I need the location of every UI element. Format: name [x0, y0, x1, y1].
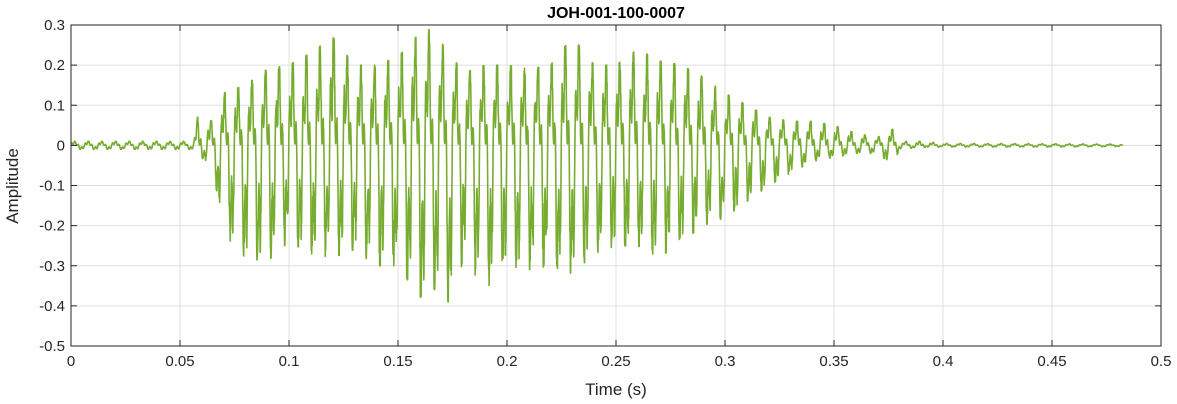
- y-axis-label: Amplitude: [3, 148, 22, 224]
- x-tick-label: 0.45: [1037, 353, 1066, 370]
- y-tick-label: 0.2: [44, 57, 65, 74]
- x-tick-label: 0.1: [279, 353, 300, 370]
- x-tick-label: 0.35: [819, 353, 848, 370]
- waveform-series: [70, 28, 1124, 303]
- x-tick-label: 0.5: [1151, 353, 1172, 370]
- x-tick-label: 0.25: [601, 353, 630, 370]
- y-tick-label: -0.1: [39, 178, 65, 195]
- x-axis-label: Time (s): [585, 380, 647, 399]
- y-tick-label: -0.4: [39, 298, 65, 315]
- y-axis-ticks: 0.3 0.2 0.1 0 -0.1 -0.2 -0.3 -0.4 -0.5: [39, 17, 1161, 355]
- chart-title: JOH-001-100-0007: [547, 5, 685, 22]
- x-tick-label: 0.4: [933, 353, 954, 370]
- y-tick-label: -0.2: [39, 218, 65, 235]
- x-tick-label: 0: [67, 353, 75, 370]
- y-tick-label: 0: [57, 137, 65, 154]
- waveform-line: [70, 28, 1124, 303]
- y-tick-label: -0.3: [39, 258, 65, 275]
- x-tick-label: 0.05: [165, 353, 194, 370]
- x-axis-ticks: 0 0.05 0.1 0.15 0.2 0.25 0.3 0.35 0.4 0.45 0.5: [67, 25, 1172, 370]
- y-tick-label: -0.5: [39, 338, 65, 355]
- y-tick-label: 0.1: [44, 97, 65, 114]
- x-tick-label: 0.3: [715, 353, 736, 370]
- x-tick-label: 0.15: [383, 353, 412, 370]
- x-tick-label: 0.2: [497, 353, 518, 370]
- y-tick-label: 0.3: [44, 17, 65, 34]
